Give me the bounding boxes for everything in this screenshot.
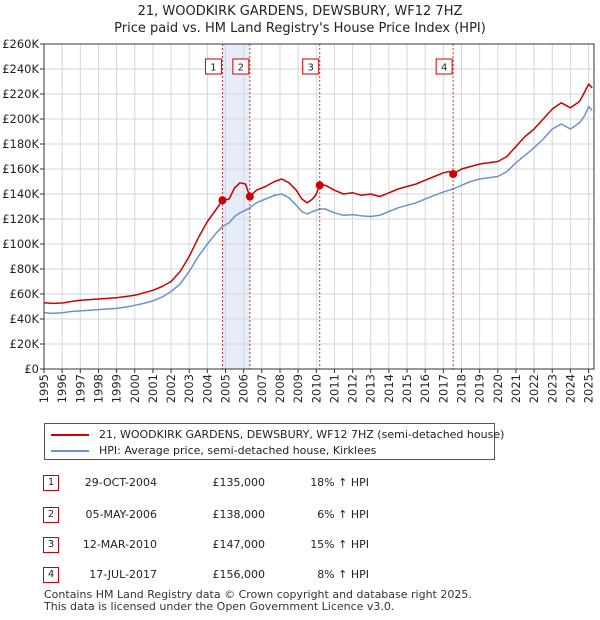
transaction-hpi-change: 18% ↑ HPI: [310, 476, 369, 489]
x-tick-label: 1999: [110, 374, 124, 403]
x-tick-label: 2009: [291, 374, 305, 403]
x-tick-label: 2004: [200, 374, 214, 403]
plot-area: [43, 43, 595, 370]
transaction-row: 4 17-JUL-2017 £156,000 8% ↑ HPI: [0, 567, 600, 587]
sale-number-label: 2: [238, 63, 244, 74]
footer-license: This data is licensed under the Open Gov…: [44, 600, 395, 613]
x-tick-label: 2010: [309, 374, 323, 403]
transaction-price: £156,000: [212, 568, 266, 581]
footer-copyright: Contains HM Land Registry data © Crown c…: [44, 588, 472, 601]
transaction-date: 17-JUL-2017: [89, 568, 157, 581]
x-tick-label: 2001: [146, 374, 160, 403]
x-tick-label: 2011: [327, 374, 341, 403]
x-tick-label: 2020: [491, 374, 505, 403]
y-tick-label: £180K: [2, 137, 39, 151]
x-tick-label: 2017: [436, 374, 450, 403]
transaction-price: £135,000: [212, 476, 266, 489]
hpi-series-line: [43, 105, 593, 315]
transaction-price: £147,000: [212, 538, 266, 551]
y-tick-label: £0: [24, 362, 39, 376]
sale-number-box: [204, 58, 222, 75]
x-tick-label: 2021: [509, 374, 523, 403]
chart-title: 21, WOODKIRK GARDENS, DEWSBURY, WF12 7HZ: [138, 4, 463, 19]
legend-swatch-hpi: [51, 450, 89, 452]
sale-point: [245, 192, 254, 201]
sale-number-label: 1: [210, 63, 216, 74]
y-tick-label: £40K: [10, 312, 40, 326]
x-tick-label: 2008: [273, 374, 287, 403]
transaction-hpi-change: 15% ↑ HPI: [310, 538, 369, 551]
x-tick-label: 2007: [255, 374, 269, 403]
sale-number-box: [302, 58, 320, 75]
transaction-date: 29-OCT-2004: [84, 476, 157, 489]
legend-label-property: 21, WOODKIRK GARDENS, DEWSBURY, WF12 7HZ…: [99, 428, 505, 441]
sale-number-box: [232, 58, 250, 75]
transaction-row: 1 29-OCT-2004 £135,000 18% ↑ HPI: [0, 475, 600, 495]
property-series-line: [43, 83, 593, 305]
y-tick-label: £220K: [2, 87, 39, 101]
legend-label-hpi: HPI: Average price, semi-detached house,…: [99, 444, 377, 457]
y-tick-label: £120K: [2, 212, 39, 226]
transaction-number-badge: 1: [43, 475, 59, 491]
sale-point: [218, 196, 227, 205]
y-tick-label: £60K: [10, 287, 40, 301]
y-tick-label: £20K: [10, 337, 40, 351]
y-tick-label: £260K: [2, 37, 39, 51]
y-tick-label: £100K: [2, 237, 39, 251]
transaction-date: 05-MAY-2006: [85, 508, 157, 521]
sale-number-box: [435, 58, 453, 75]
x-tick-label: 2000: [128, 374, 142, 403]
transaction-hpi-change: 6% ↑ HPI: [317, 508, 369, 521]
footer-attribution: Contains HM Land Registry data © Crown c…: [44, 589, 472, 613]
y-tick-label: £240K: [2, 62, 39, 76]
transaction-price: £138,000: [212, 508, 266, 521]
x-tick-label: 2016: [418, 374, 432, 403]
transaction-number-badge: 3: [43, 537, 59, 553]
x-tick-label: 2022: [527, 374, 541, 403]
x-tick-label: 1997: [73, 374, 87, 403]
x-tick-label: 2023: [545, 374, 559, 403]
x-tick-label: 2019: [473, 374, 487, 403]
x-tick-label: 2012: [346, 374, 360, 403]
sale-number-label: 3: [308, 63, 314, 74]
transaction-number-badge: 4: [43, 567, 59, 583]
transaction-row: 3 12-MAR-2010 £147,000 15% ↑ HPI: [0, 537, 600, 557]
x-tick-label: 2013: [364, 374, 378, 403]
shaded-period: [222, 44, 250, 369]
x-tick-label: 2002: [164, 374, 178, 403]
x-tick-label: 2025: [582, 374, 596, 403]
transaction-hpi-change: 8% ↑ HPI: [317, 568, 369, 581]
transaction-row: 2 05-MAY-2006 £138,000 6% ↑ HPI: [0, 507, 600, 527]
transaction-number-badge: 2: [43, 507, 59, 523]
x-tick-label: 1998: [91, 374, 105, 403]
y-tick-label: £200K: [2, 112, 39, 126]
x-tick-label: 2024: [563, 374, 577, 403]
price-chart: 21, WOODKIRK GARDENS, DEWSBURY, WF12 7HZ…: [2, 4, 596, 403]
x-tick-label: 2005: [219, 374, 233, 403]
legend-swatch-property: [51, 434, 89, 436]
x-tick-label: 2014: [382, 374, 396, 403]
y-tick-label: £160K: [2, 162, 39, 176]
sale-number-label: 4: [441, 63, 447, 74]
x-tick-label: 2003: [182, 374, 196, 403]
y-tick-label: £140K: [2, 187, 39, 201]
x-tick-label: 2006: [237, 374, 251, 403]
sale-point: [315, 181, 324, 190]
y-tick-label: £80K: [10, 262, 40, 276]
sale-point: [449, 170, 458, 178]
x-tick-label: 1995: [37, 374, 51, 403]
x-tick-label: 2018: [455, 374, 469, 403]
legend: 21, WOODKIRK GARDENS, DEWSBURY, WF12 7HZ…: [44, 423, 504, 460]
transaction-date: 12-MAR-2010: [82, 538, 157, 551]
chart-subtitle: Price paid vs. HM Land Registry's House …: [114, 21, 486, 36]
x-tick-label: 2015: [400, 374, 414, 403]
x-tick-label: 1996: [55, 374, 69, 403]
